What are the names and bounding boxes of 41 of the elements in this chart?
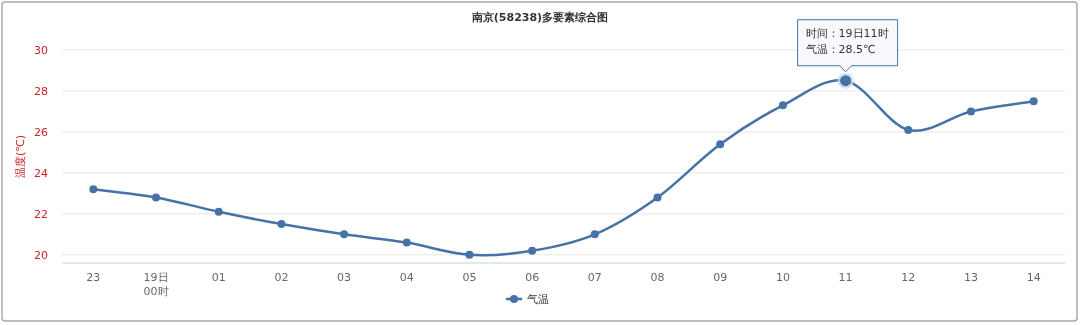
y-tick-label: 30 — [34, 44, 48, 57]
x-tick-label: 11 — [838, 271, 853, 284]
x-tick-label: 12 — [901, 271, 916, 284]
x-tick-label: 09 — [713, 271, 728, 284]
x-tick-label: 05 — [462, 271, 477, 284]
point — [778, 101, 787, 110]
point — [402, 238, 411, 247]
y-tick-label: 20 — [34, 248, 48, 262]
x-tick-label: 19日 00时 — [143, 271, 169, 298]
x-tick-label: 13 — [963, 271, 978, 284]
y-tick-label: 28 — [34, 84, 48, 98]
point — [904, 125, 913, 134]
point — [465, 250, 474, 259]
point — [590, 230, 599, 239]
y-axis-title: 温度(℃) — [14, 135, 27, 178]
point — [716, 140, 725, 149]
point — [340, 230, 349, 239]
x-tick-label: 08 — [650, 271, 665, 284]
point — [277, 220, 286, 229]
x-tick-label: 06 — [525, 271, 540, 284]
point — [528, 246, 537, 255]
point — [152, 193, 161, 202]
x-tick-label: 07 — [587, 271, 602, 284]
x-tick-label: 14 — [1026, 271, 1041, 284]
y-tick-label: 24 — [34, 166, 48, 180]
x-tick-label: 01 — [211, 271, 226, 284]
x-tick-label: 10 — [775, 271, 790, 284]
x-tick-label: 02 — [274, 271, 289, 284]
x-tick-label: 23 — [86, 271, 101, 284]
point — [966, 107, 975, 116]
point — [1029, 97, 1038, 106]
x-tick-label: 04 — [399, 271, 414, 284]
x-tick-label: 03 — [337, 271, 352, 284]
point — [89, 185, 98, 194]
legend-label: 气温 — [527, 293, 549, 306]
y-tick-label: 26 — [34, 125, 48, 139]
point — [214, 207, 223, 216]
chart-title: 南京(58238)多要素综合图 — [470, 11, 609, 24]
point — [653, 193, 662, 202]
y-tick-label: 22 — [34, 207, 48, 221]
annotation: 气温：28.5℃ — [805, 42, 876, 56]
